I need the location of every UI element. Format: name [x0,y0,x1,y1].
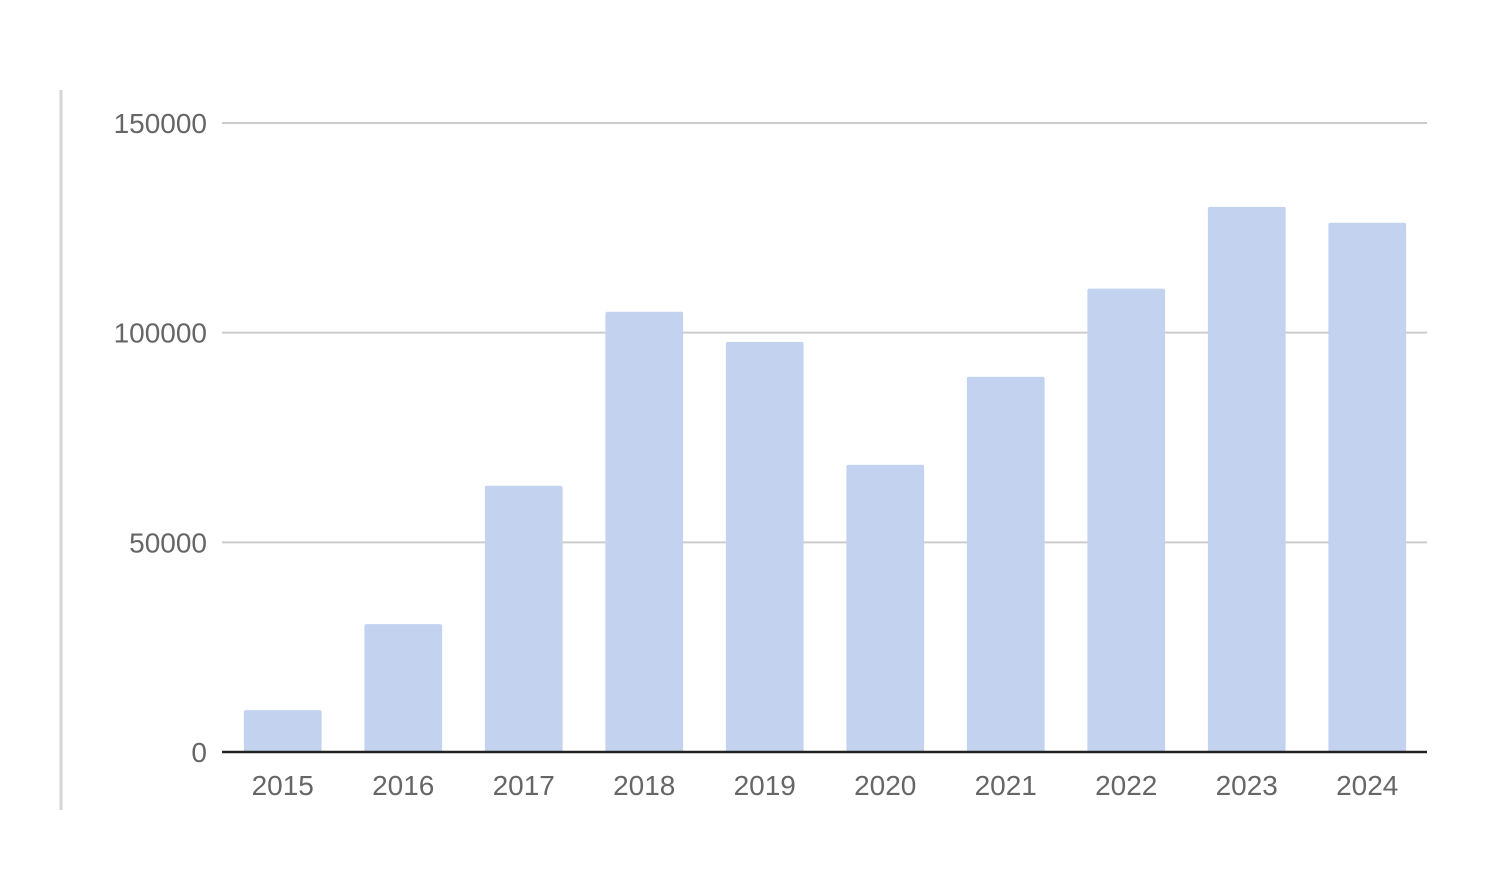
x-tick-label: 2015 [252,770,314,801]
y-axis-tick-labels: 0 50000 100000 150000 [114,108,207,768]
bar-2021 [966,376,1045,752]
x-tick-label: 2018 [613,770,675,801]
bar-2018 [605,311,684,752]
bar-2020 [846,464,925,752]
bar-2024 [1328,222,1407,752]
x-tick-label: 2019 [734,770,796,801]
x-tick-label: 2024 [1336,770,1398,801]
y-tick-label: 100000 [114,318,207,349]
bar-2019 [725,341,804,752]
bar-2017 [484,485,563,752]
x-tick-label: 2016 [372,770,434,801]
bar-2022 [1087,288,1166,752]
bar-2016 [364,624,443,752]
y-tick-label: 50000 [129,527,207,558]
bars [243,206,1407,752]
y-tick-label: 150000 [114,108,207,139]
bar-2023 [1207,206,1286,752]
y-tick-label: 0 [191,737,207,768]
x-tick-label: 2020 [854,770,916,801]
bar-2015 [243,710,322,752]
x-axis-tick-labels: 2015 2016 2017 2018 2019 2020 2021 2022 2023 2024 [252,770,1399,801]
x-tick-label: 2023 [1216,770,1278,801]
x-tick-label: 2021 [975,770,1037,801]
x-tick-label: 2017 [493,770,555,801]
x-tick-label: 2022 [1095,770,1157,801]
